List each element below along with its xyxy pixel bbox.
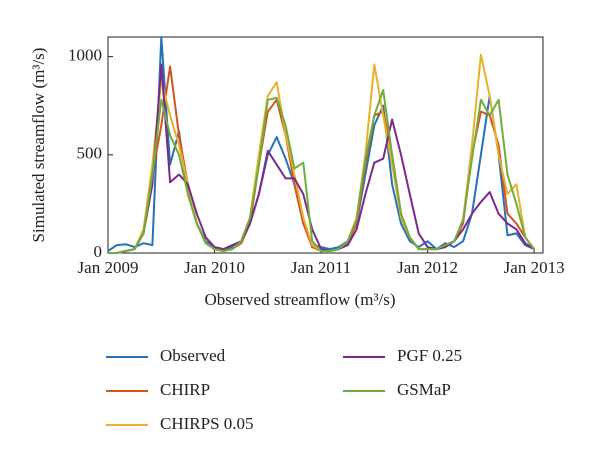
x-axis-label: Observed streamflow (m³/s) (204, 290, 395, 309)
x-tick-label: Jan 2013 (504, 258, 565, 277)
x-tick-label: Jan 2010 (184, 258, 245, 277)
legend-label: GSMaP (397, 380, 451, 399)
series-line (108, 63, 535, 254)
x-tick-label: Jan 2012 (397, 258, 458, 277)
series-line (108, 89, 535, 254)
legend-label: PGF 0.25 (397, 346, 462, 365)
legend: Observed CHIRP CHIRPS 0.05 PGF 0.25 GSMaP (106, 346, 462, 433)
x-tick-label: Jan 2009 (78, 258, 139, 277)
y-axis-label: Simulated streamflow (m³/s) (29, 48, 48, 243)
y-tick-label: 1000 (68, 46, 102, 65)
y-tick-label: 0 (94, 242, 103, 261)
legend-label: CHIRPS 0.05 (160, 414, 254, 433)
x-tick-label: Jan 2011 (291, 258, 351, 277)
plot-frame (107, 36, 544, 254)
y-tick-label: 500 (77, 144, 103, 163)
legend-label: CHIRP (160, 380, 210, 399)
legend-label: Observed (160, 346, 226, 365)
